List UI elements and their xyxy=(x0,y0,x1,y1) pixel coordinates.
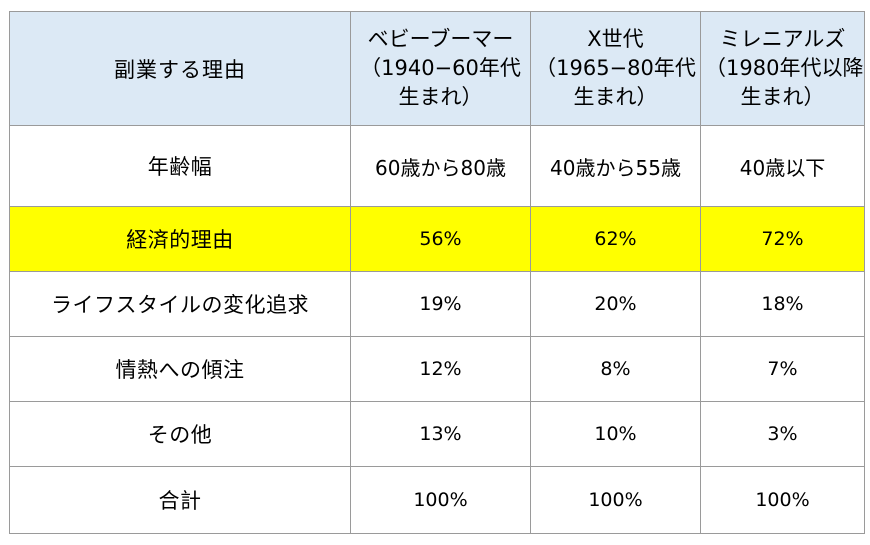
header-gen-x-suffix: 生まれ） xyxy=(573,85,658,109)
row-label: 合計 xyxy=(9,466,351,534)
cell-gen-x: 40歳から55歳 xyxy=(530,125,701,207)
cell-millennials: 7% xyxy=(700,336,865,402)
cell-baby-boomers: 13% xyxy=(350,401,531,467)
cell-baby-boomers: 12% xyxy=(350,336,531,402)
cell-gen-x: 10% xyxy=(530,401,701,467)
header-reason: 副業する理由 xyxy=(9,11,351,126)
row-label: 経済的理由 xyxy=(9,206,351,272)
table-row-other: その他 13% 10% 3% xyxy=(9,401,865,467)
cell-millennials: 18% xyxy=(700,271,865,337)
table-row-age-range: 年齢幅 60歳から80歳 40歳から55歳 40歳以下 xyxy=(9,125,865,207)
row-label: その他 xyxy=(9,401,351,467)
cell-millennials: 40歳以下 xyxy=(700,125,865,207)
table-header-row: 副業する理由 ベビーブーマー （1940−60年代 生まれ） X世代 （1965… xyxy=(9,11,865,126)
header-millennials-name: ミレニアルズ xyxy=(719,27,846,51)
cell-baby-boomers: 19% xyxy=(350,271,531,337)
header-millennials: ミレニアルズ （1980年代以降 生まれ） xyxy=(700,11,865,126)
header-baby-boomers-years: （1940−60年代 xyxy=(360,56,521,80)
cell-millennials: 3% xyxy=(700,401,865,467)
header-gen-x-name: X世代 xyxy=(587,27,644,51)
header-gen-x-years: （1965−80年代 xyxy=(535,56,696,80)
row-label: 年齢幅 xyxy=(9,125,351,207)
cell-gen-x: 20% xyxy=(530,271,701,337)
cell-gen-x: 8% xyxy=(530,336,701,402)
cell-baby-boomers: 56% xyxy=(350,206,531,272)
cell-baby-boomers: 100% xyxy=(350,466,531,534)
header-baby-boomers: ベビーブーマー （1940−60年代 生まれ） xyxy=(350,11,531,126)
table-row-passion: 情熱への傾注 12% 8% 7% xyxy=(9,336,865,402)
row-label: ライフスタイルの変化追求 xyxy=(9,271,351,337)
side-job-reasons-table-container: 副業する理由 ベビーブーマー （1940−60年代 生まれ） X世代 （1965… xyxy=(9,11,865,534)
cell-millennials: 72% xyxy=(700,206,865,272)
table-row-total: 合計 100% 100% 100% xyxy=(9,466,865,534)
table-row-lifestyle-change: ライフスタイルの変化追求 19% 20% 18% xyxy=(9,271,865,337)
cell-gen-x: 100% xyxy=(530,466,701,534)
table-row-economic-reason: 経済的理由 56% 62% 72% xyxy=(9,206,865,272)
side-job-reasons-table: 副業する理由 ベビーブーマー （1940−60年代 生まれ） X世代 （1965… xyxy=(9,11,865,534)
header-baby-boomers-name: ベビーブーマー xyxy=(367,27,514,51)
row-label: 情熱への傾注 xyxy=(9,336,351,402)
cell-baby-boomers: 60歳から80歳 xyxy=(350,125,531,207)
header-millennials-years: （1980年代以降 xyxy=(705,56,864,80)
header-millennials-suffix: 生まれ） xyxy=(740,85,825,109)
header-baby-boomers-suffix: 生まれ） xyxy=(398,85,483,109)
header-gen-x: X世代 （1965−80年代 生まれ） xyxy=(530,11,701,126)
cell-millennials: 100% xyxy=(700,466,865,534)
cell-gen-x: 62% xyxy=(530,206,701,272)
